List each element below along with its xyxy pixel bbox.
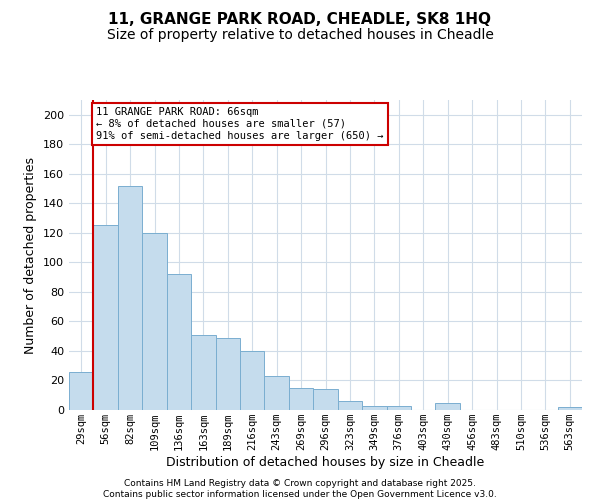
Bar [240, 351, 265, 410]
Bar [118, 186, 142, 410]
Bar [142, 233, 167, 410]
Y-axis label: Number of detached properties: Number of detached properties [25, 156, 37, 354]
Text: 11, GRANGE PARK ROAD, CHEADLE, SK8 1HQ: 11, GRANGE PARK ROAD, CHEADLE, SK8 1HQ [109, 12, 491, 28]
Bar [69, 372, 94, 410]
Bar [167, 274, 191, 410]
Bar [362, 406, 386, 410]
Text: Size of property relative to detached houses in Cheadle: Size of property relative to detached ho… [107, 28, 493, 42]
Bar [289, 388, 313, 410]
Bar [191, 334, 215, 410]
X-axis label: Distribution of detached houses by size in Cheadle: Distribution of detached houses by size … [166, 456, 485, 469]
Bar [313, 390, 338, 410]
Bar [265, 376, 289, 410]
Bar [215, 338, 240, 410]
Text: Contains HM Land Registry data © Crown copyright and database right 2025.: Contains HM Land Registry data © Crown c… [124, 479, 476, 488]
Text: 11 GRANGE PARK ROAD: 66sqm
← 8% of detached houses are smaller (57)
91% of semi-: 11 GRANGE PARK ROAD: 66sqm ← 8% of detac… [96, 108, 383, 140]
Bar [338, 401, 362, 410]
Bar [436, 402, 460, 410]
Bar [94, 226, 118, 410]
Bar [557, 407, 582, 410]
Bar [386, 406, 411, 410]
Text: Contains public sector information licensed under the Open Government Licence v3: Contains public sector information licen… [103, 490, 497, 499]
